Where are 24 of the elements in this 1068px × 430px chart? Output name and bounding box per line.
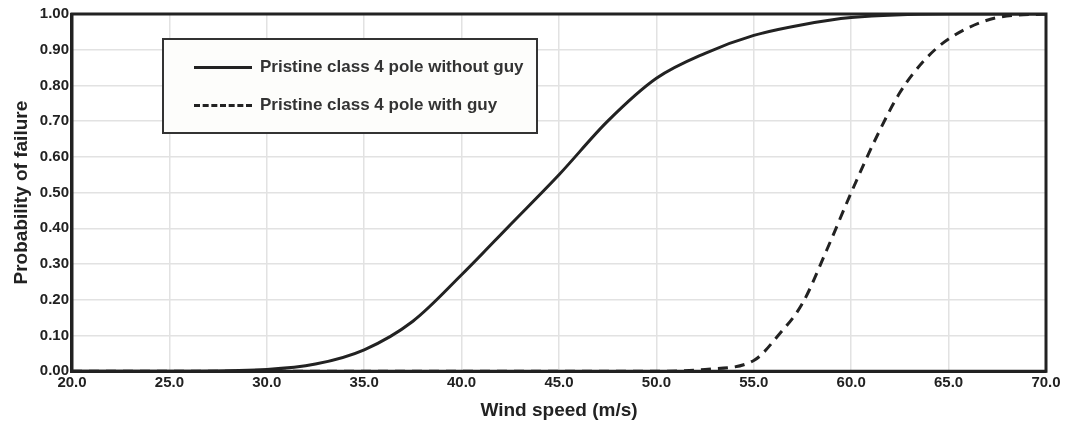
x-tick-label: 55.0 — [739, 373, 769, 391]
y-tick-label: 0.30 — [39, 254, 69, 272]
x-tick-label: 50.0 — [641, 373, 671, 391]
x-tick-label: 40.0 — [447, 373, 477, 391]
legend-label: Pristine class 4 pole with guy — [259, 95, 498, 115]
y-tick-label: 0.80 — [39, 75, 69, 93]
y-tick-label: 0.70 — [39, 111, 69, 129]
legend-label: Pristine class 4 pole without guy — [259, 57, 524, 77]
x-tick-label: 45.0 — [544, 373, 574, 391]
x-tick-label: 25.0 — [154, 373, 184, 391]
y-tick-label: 0.90 — [39, 39, 69, 57]
y-tick-label: 0.60 — [39, 147, 69, 165]
y-tick-label: 0.40 — [39, 218, 69, 236]
x-tick-label: 60.0 — [836, 373, 866, 391]
x-tick-label: 65.0 — [934, 373, 964, 391]
y-tick-label: 0.10 — [39, 325, 69, 343]
x-axis-title: Wind speed (m/s) — [480, 398, 638, 420]
y-tick-label: 0.50 — [39, 182, 69, 200]
y-tick-label: 0.20 — [39, 289, 69, 307]
y-tick-label: 1.00 — [39, 4, 69, 22]
x-tick-label: 35.0 — [349, 373, 379, 391]
x-tick-label: 70.0 — [1031, 373, 1061, 391]
x-tick-label: 30.0 — [252, 373, 282, 391]
y-axis-title: Probability of failure — [9, 100, 31, 285]
